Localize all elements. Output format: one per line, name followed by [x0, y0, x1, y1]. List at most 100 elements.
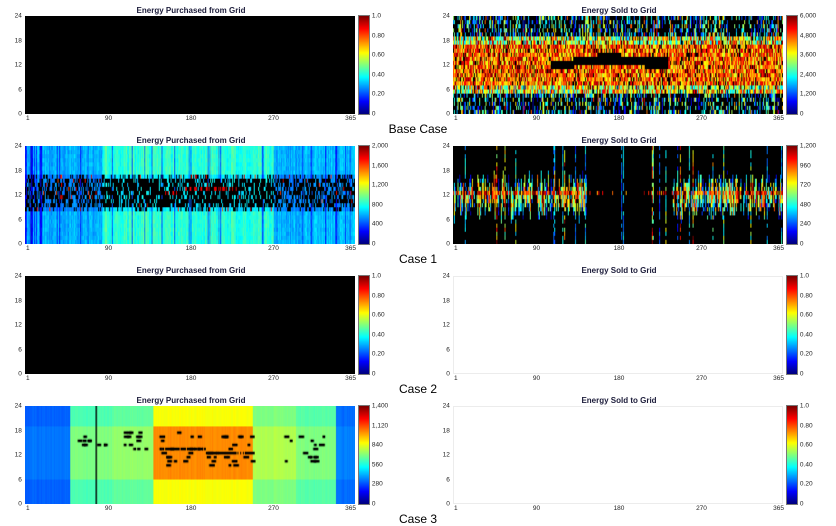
y-tick-label: 0 [446, 240, 450, 248]
y-tick-label: 12 [14, 321, 22, 329]
x-axis-tick-labels: 1 90 180 270 365 [26, 374, 356, 383]
y-tick-label: 6 [18, 476, 22, 483]
case-row-case-1: Energy Purchased from Grid 24 18 12 6 0 2,00… [10, 136, 826, 266]
colorbar-tick-label: 1,200 [799, 90, 817, 98]
x-tick-label: 365 [773, 375, 784, 382]
heatmap-canvas [24, 146, 355, 244]
x-tick-label: 270 [696, 505, 707, 512]
x-tick-label: 365 [345, 375, 356, 382]
colorbar-tick-labels: 1.0 0.80 0.60 0.40 0.20 0 [799, 402, 826, 508]
x-tick-label: 90 [532, 245, 541, 252]
x-tick-label: 365 [773, 245, 784, 252]
y-tick-label: 0 [18, 370, 22, 378]
y-tick-label: 6 [446, 346, 450, 353]
x-tick-label: 180 [613, 245, 625, 252]
y-tick-label: 24 [442, 402, 450, 410]
colorbar-tick-label: 1.0 [799, 402, 809, 410]
chart-pair: Energy Purchased from Grid 24 18 12 6 0 1.0 0… [10, 6, 826, 123]
colorbar-tick-label: 3,600 [799, 51, 817, 59]
y-tick-label: 18 [14, 427, 22, 434]
heatmap-energy-purchased-case-1: Energy Purchased from Grid 24 18 12 6 0 2,00… [10, 136, 398, 253]
x-tick-label: 180 [185, 375, 197, 382]
y-tick-label: 12 [14, 61, 22, 69]
colorbar-tick-label: 0 [371, 240, 376, 248]
colorbar-tick-label: 1,600 [371, 162, 389, 170]
colorbar-tick-label: 560 [371, 461, 383, 469]
y-tick-label: 24 [442, 12, 450, 20]
plot-row: 24 18 12 6 0 1.0 0.80 0.60 0.40 0.20 0 [10, 13, 398, 118]
y-tick-label: 18 [442, 427, 450, 434]
colorbar-tick-label: 1,400 [371, 402, 389, 410]
colorbar-tick-label: 240 [799, 220, 811, 228]
x-tick-label: 1 [26, 245, 30, 252]
x-tick-label: 270 [268, 115, 279, 122]
colorbar-tick-label: 0.20 [371, 90, 385, 98]
colorbar [357, 405, 370, 505]
heatmap-energy-purchased-base-case: Energy Purchased from Grid 24 18 12 6 0 1.0 0… [10, 6, 398, 123]
colorbar-tick-label: 0 [799, 370, 804, 378]
case-label-case-3: Case 3 [398, 512, 438, 526]
colorbar-tick-label: 720 [799, 181, 811, 189]
colorbar-tick-labels: 1,200 960 720 480 240 0 [799, 143, 826, 248]
y-tick-label: 0 [446, 370, 450, 378]
x-axis-tick-labels: 1 90 180 270 365 [26, 244, 356, 253]
case-label-base-case: Base Case [388, 122, 448, 136]
heatmap-energy-sold-case-1: Energy Sold to Grid 24 18 12 6 0 1,200 960 720… [438, 136, 826, 253]
x-axis-tick-labels: 1 90 180 270 365 [454, 114, 784, 123]
x-tick-label: 365 [773, 505, 784, 512]
x-tick-label: 180 [613, 375, 625, 382]
heatmap-canvas [452, 146, 783, 244]
plot-row: 24 18 12 6 0 1.0 0.80 0.60 0.40 0.20 0 [438, 273, 826, 378]
plot-row: 24 18 12 6 0 6,000 4,800 3,600 2,400 1,200 0 [438, 12, 826, 118]
colorbar-tick-label: 0 [799, 110, 804, 118]
y-tick-label: 18 [442, 167, 450, 174]
heatmap-canvas [24, 276, 355, 374]
y-tick-label: 12 [14, 451, 22, 459]
x-axis-tick-labels: 1 90 180 270 365 [454, 374, 784, 383]
heatmap-energy-purchased-case-2: Energy Purchased from Grid 24 18 12 6 0 1.0 0… [10, 266, 398, 383]
colorbar-tick-label: 0.80 [799, 292, 813, 300]
heatmap-plot-area [452, 276, 783, 374]
y-tick-label: 24 [14, 402, 22, 410]
colorbar-tick-label: 0.60 [371, 311, 385, 319]
x-tick-label: 90 [532, 115, 541, 122]
heatmap-energy-purchased-case-3: Energy Purchased from Grid 24 18 12 6 0 1,40… [10, 396, 398, 513]
x-tick-label: 365 [345, 115, 356, 122]
plot-row: 24 18 12 6 0 1.0 0.80 0.60 0.40 0.20 0 [438, 402, 826, 508]
case-row-base-case: Energy Purchased from Grid 24 18 12 6 0 1.0 0… [10, 6, 826, 136]
colorbar-tick-label: 6,000 [799, 12, 817, 20]
colorbar-tick-label: 840 [371, 441, 383, 449]
y-tick-label: 18 [442, 37, 450, 44]
plot-row: 24 18 12 6 0 1.0 0.80 0.60 0.40 0.20 0 [10, 273, 398, 378]
y-axis-tick-labels: 24 18 12 6 0 [438, 12, 453, 118]
y-tick-label: 12 [442, 61, 450, 69]
x-axis-tick-labels: 1 90 180 270 365 [26, 114, 356, 123]
y-tick-label: 18 [14, 37, 22, 44]
y-tick-label: 6 [18, 216, 22, 223]
heatmap-plot-area [452, 406, 783, 504]
plot-row: 24 18 12 6 0 1,200 960 720 480 240 0 [438, 143, 826, 248]
colorbar-gradient [357, 275, 370, 375]
colorbar-gradient [785, 275, 798, 375]
y-tick-label: 0 [18, 500, 22, 508]
x-tick-label: 270 [696, 375, 707, 382]
y-axis-tick-labels: 24 18 12 6 0 [438, 273, 453, 378]
colorbar-tick-label: 2,000 [371, 142, 389, 150]
colorbar-gradient [357, 145, 370, 245]
colorbar-tick-label: 0.60 [799, 441, 813, 449]
x-tick-label: 270 [268, 375, 279, 382]
chart-pair: Energy Purchased from Grid 24 18 12 6 0 1,40… [10, 396, 826, 513]
colorbar-tick-label: 800 [371, 201, 383, 209]
colorbar-tick-label: 1,120 [371, 422, 389, 430]
y-tick-label: 6 [446, 86, 450, 93]
x-tick-label: 180 [613, 115, 625, 122]
colorbar-tick-label: 2,400 [799, 71, 817, 79]
colorbar-tick-labels: 2,000 1,600 1,200 800 400 0 [371, 142, 398, 248]
colorbar-tick-label: 960 [799, 162, 811, 170]
colorbar-tick-label: 0.20 [799, 350, 813, 358]
y-tick-label: 18 [442, 297, 450, 304]
chart-title: Energy Sold to Grid [581, 266, 657, 275]
colorbar-tick-label: 400 [371, 220, 383, 228]
colorbar-tick-label: 0.40 [799, 331, 813, 339]
colorbar [785, 405, 798, 505]
